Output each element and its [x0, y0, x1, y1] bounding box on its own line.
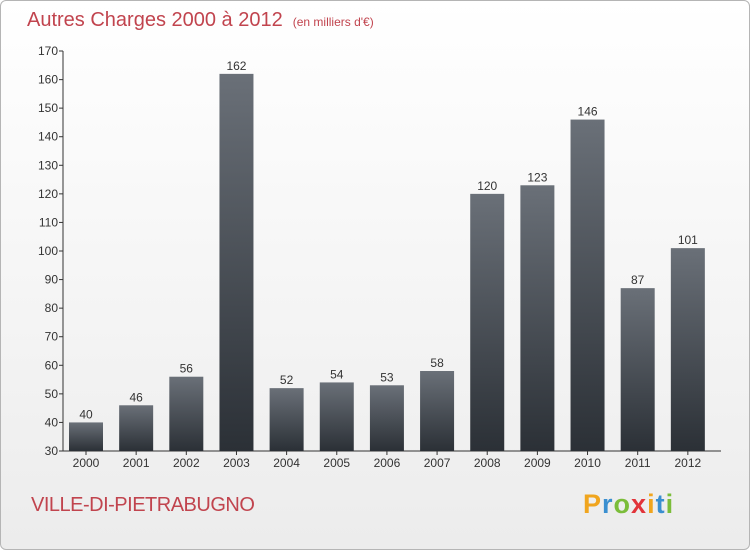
y-tick-label: 160	[38, 73, 58, 87]
y-tick-label: 30	[45, 444, 59, 458]
logo-letter: P	[583, 489, 603, 519]
data-label-2001: 46	[129, 390, 143, 404]
data-label-2012: 101	[678, 233, 698, 247]
y-tick-label: 70	[45, 330, 59, 344]
x-tick-label-2007: 2007	[424, 456, 451, 470]
data-label-2008: 120	[477, 179, 497, 193]
data-label-2007: 58	[430, 356, 444, 370]
x-tick-label-2011: 2011	[625, 456, 651, 470]
title-text: Autres Charges 2000 à 2012	[27, 9, 283, 31]
bar-2002	[169, 376, 204, 451]
bar-2011	[620, 288, 655, 451]
data-label-2003: 162	[226, 59, 246, 73]
x-tick-label-2010: 2010	[574, 456, 601, 470]
x-tick-label-2001: 2001	[123, 456, 150, 470]
data-label-2010: 146	[578, 105, 598, 119]
x-tick-label-2004: 2004	[273, 456, 300, 470]
y-tick-label: 140	[38, 130, 58, 144]
y-tick-label: 100	[38, 244, 58, 258]
data-label-2004: 52	[280, 373, 294, 387]
y-tick-label: 80	[45, 301, 59, 315]
y-tick-label: 110	[39, 215, 58, 229]
bar-2010	[570, 119, 605, 452]
x-tick-label-2000: 2000	[73, 456, 100, 470]
bar-2001	[119, 405, 154, 451]
y-tick-label: 120	[38, 187, 58, 201]
data-label-2011: 87	[631, 273, 645, 287]
y-tick-label: 130	[38, 158, 58, 172]
proxiti-logo: Proxiti	[583, 489, 674, 520]
x-tick-label-2002: 2002	[173, 456, 200, 470]
data-label-2006: 53	[380, 370, 394, 384]
y-tick-label: 90	[45, 273, 59, 287]
y-tick-label: 150	[38, 101, 58, 115]
y-tick-label: 170	[38, 44, 58, 58]
commune-name: VILLE-DI-PIETRABUGNO	[31, 494, 255, 516]
x-tick-label-2008: 2008	[474, 456, 501, 470]
data-label-2002: 56	[180, 362, 194, 376]
bar-2004	[269, 388, 304, 451]
logo-letter: o	[613, 489, 632, 519]
x-tick-label-2009: 2009	[524, 456, 551, 470]
data-label-2009: 123	[527, 170, 547, 184]
bar-2012	[670, 248, 705, 451]
logo-letter: r	[602, 489, 614, 519]
logo-letter: x	[631, 489, 648, 519]
bar-2009	[520, 185, 555, 452]
chart-subtitle: (en milliers d'€)	[292, 15, 374, 29]
y-tick-label: 60	[45, 358, 59, 372]
x-tick-label-2012: 2012	[674, 456, 701, 470]
data-label-2000: 40	[79, 407, 93, 421]
y-tick-label: 50	[45, 387, 59, 401]
data-label-2005: 54	[330, 367, 344, 381]
logo-letter: i	[665, 489, 675, 519]
logo-letter: i	[647, 489, 656, 519]
x-tick-label-2003: 2003	[223, 456, 250, 470]
x-tick-label-2005: 2005	[323, 456, 350, 470]
bar-2003	[219, 73, 254, 451]
chart-title: Autres Charges 2000 à 2012 (en milliers d…	[27, 9, 374, 32]
logo-letter: t	[655, 489, 666, 519]
bar-2007	[420, 371, 455, 451]
bar-2008	[470, 193, 505, 451]
bar-2000	[69, 422, 103, 451]
y-tick-label: 40	[45, 415, 59, 429]
bar-2005	[319, 382, 354, 451]
bar-2006	[369, 385, 404, 451]
x-tick-label-2006: 2006	[374, 456, 401, 470]
